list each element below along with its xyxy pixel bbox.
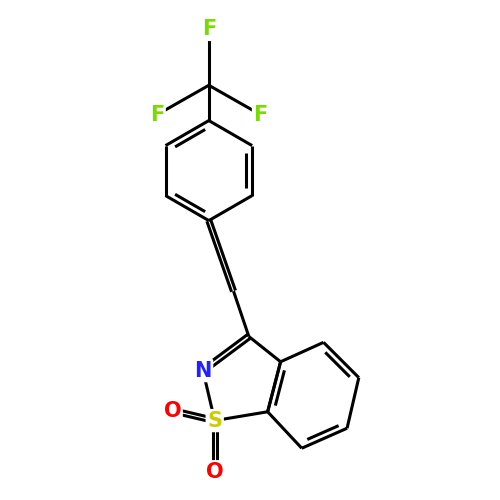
Text: F: F	[150, 104, 164, 124]
Text: F: F	[254, 104, 268, 124]
Text: O: O	[164, 400, 181, 420]
Text: S: S	[207, 410, 222, 430]
Text: O: O	[206, 462, 224, 482]
Text: N: N	[194, 360, 212, 380]
Text: F: F	[202, 20, 216, 40]
